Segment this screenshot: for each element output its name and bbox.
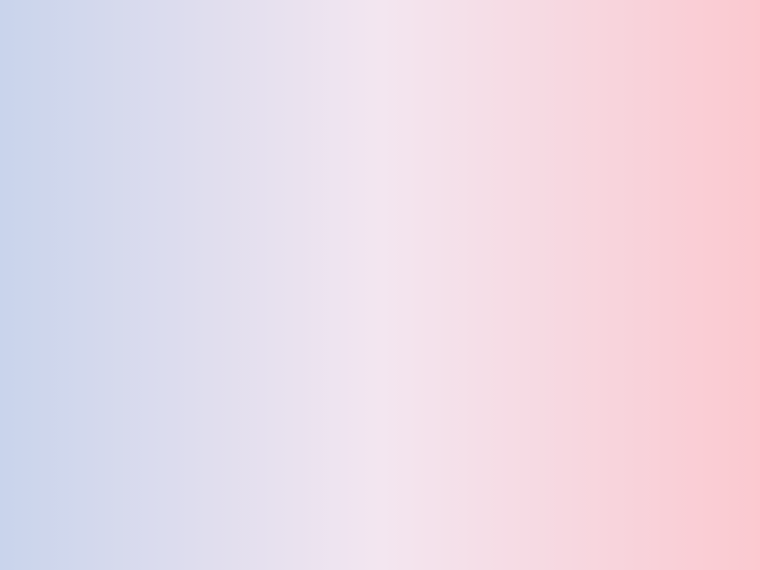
gradient-background	[0, 0, 760, 570]
map-infographic	[0, 0, 760, 570]
